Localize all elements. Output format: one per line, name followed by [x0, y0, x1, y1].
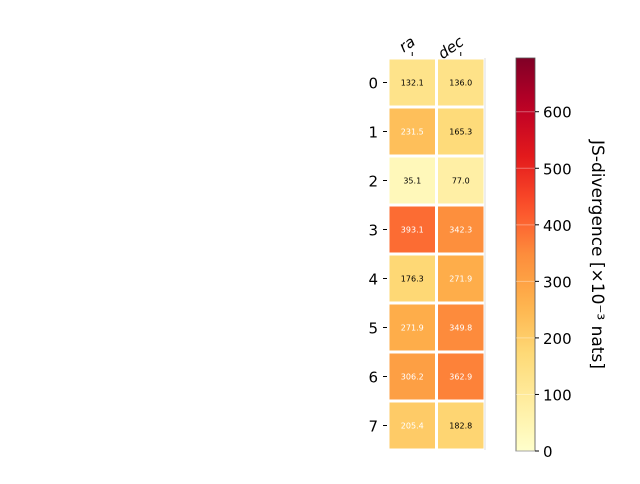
row-label: 6: [368, 369, 378, 387]
cell-value-label: 231.5: [401, 128, 424, 137]
heatmap-cell: [389, 353, 435, 400]
heatmap-cell: [438, 255, 484, 302]
cell-value-label: 77.0: [452, 177, 470, 186]
row-label: 5: [368, 320, 378, 338]
row-label: 0: [368, 75, 378, 93]
row-label: 7: [368, 418, 378, 436]
cell-value-label: 349.8: [449, 324, 472, 333]
cell-value-label: 306.2: [401, 373, 424, 382]
heatmap-cell: [389, 108, 435, 155]
heatmap-cell: [389, 157, 435, 204]
cell-value-label: 35.1: [403, 177, 421, 186]
colorbar-tick-label: 500: [543, 160, 572, 178]
cell-value-label: 362.9: [449, 373, 472, 382]
heatmap-cell: [389, 255, 435, 302]
cell-value-label: 205.4: [401, 422, 424, 431]
cell-value-label: 271.9: [401, 324, 424, 333]
cell-value-label: 165.3: [449, 128, 472, 137]
cell-value-label: 393.1: [401, 226, 424, 235]
heatmap-cell: [438, 353, 484, 400]
cell-value-label: 176.3: [401, 275, 424, 284]
colorbar-tick-label: 300: [543, 273, 572, 291]
heatmap-cell: [389, 402, 435, 449]
colorbar-tick-label: 600: [543, 104, 572, 122]
heatmap-cell: [438, 108, 484, 155]
cell-value-label: 271.9: [449, 275, 472, 284]
colorbar-tick-label: 400: [543, 217, 572, 235]
heatmap-cells: 132.1 136.0 231.5 165.3 35.1 77.0 393.1 342.3 17…: [388, 58, 486, 450]
heatmap-cell: [438, 206, 484, 253]
row-label: 1: [368, 124, 378, 142]
colorbar: 0 100 200 300 400 500 600 JS-divergence [×10⁻³ …: [515, 57, 607, 461]
heatmap-cell: [438, 402, 484, 449]
heatmap-cell: [389, 304, 435, 351]
row-label: 3: [368, 222, 378, 240]
heatmap-cell: [438, 304, 484, 351]
cell-value-label: 132.1: [401, 79, 424, 88]
colorbar-gradient: [515, 57, 536, 452]
colorbar-tick-label: 0: [543, 443, 553, 461]
colorbar-label: JS-divergence [×10⁻³ nats]: [587, 139, 607, 369]
heatmap-cell: [389, 206, 435, 253]
colorbar-tick-label: 100: [543, 386, 572, 404]
cell-value-label: 136.0: [449, 79, 472, 88]
row-label: 2: [368, 173, 378, 191]
cell-value-label: 182.8: [449, 422, 472, 431]
heatmap-cell: [438, 157, 484, 204]
column-label: ra: [396, 33, 419, 57]
row-label: 4: [368, 271, 378, 289]
heatmap-cell: [389, 59, 435, 106]
row-labels: 0 1 2 3 4 5 6 7: [368, 75, 387, 436]
heatmap-cell: [438, 59, 484, 106]
cell-value-label: 342.3: [449, 226, 472, 235]
colorbar-tick-label: 200: [543, 330, 572, 348]
